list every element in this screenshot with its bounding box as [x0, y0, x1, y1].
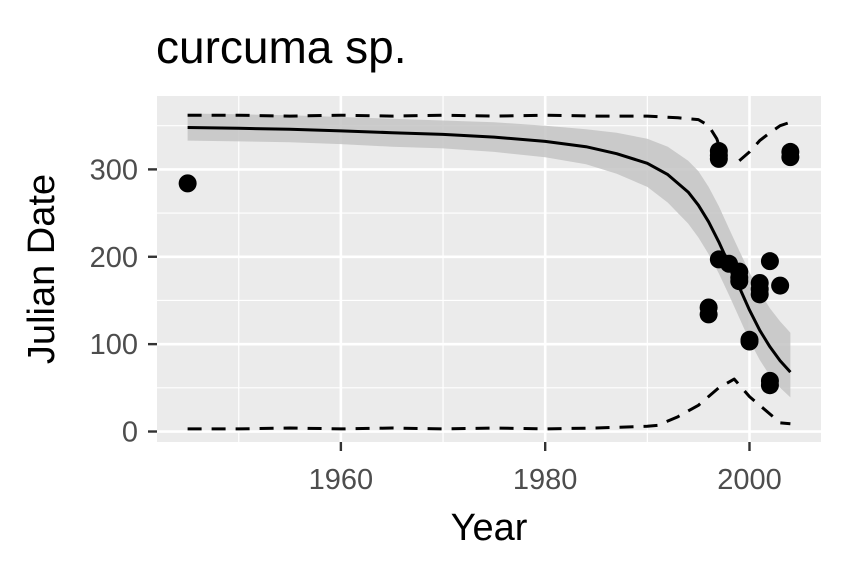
data-point [760, 376, 779, 395]
x-axis-title: Year [451, 507, 528, 549]
prediction-lower-line [187, 377, 791, 431]
prediction-upper-line [187, 113, 791, 162]
data-point [709, 149, 728, 168]
data-point [760, 252, 779, 271]
data-point [740, 332, 759, 351]
y-tick-label: 0 [122, 417, 138, 449]
y-axis: 0 100 200 300 [90, 154, 157, 449]
data-point [781, 148, 800, 167]
y-tick-label: 200 [90, 242, 138, 274]
x-tick-label: 1980 [513, 464, 578, 496]
fit-line [187, 126, 792, 374]
x-axis: 1960 1980 2000 [309, 442, 782, 496]
y-tick-label: 300 [90, 154, 138, 186]
data-point [750, 285, 769, 304]
data-point [178, 174, 197, 193]
data-point [699, 305, 718, 324]
y-axis-title: Julian Date [21, 174, 63, 364]
data-point [730, 272, 749, 291]
chart-title: curcuma sp. [156, 21, 407, 73]
line-layer [187, 113, 792, 431]
data-point [771, 276, 790, 295]
x-tick-label: 1960 [309, 464, 374, 496]
x-tick-label: 2000 [717, 464, 782, 496]
y-tick-label: 100 [90, 329, 138, 361]
point-layer [178, 142, 800, 395]
